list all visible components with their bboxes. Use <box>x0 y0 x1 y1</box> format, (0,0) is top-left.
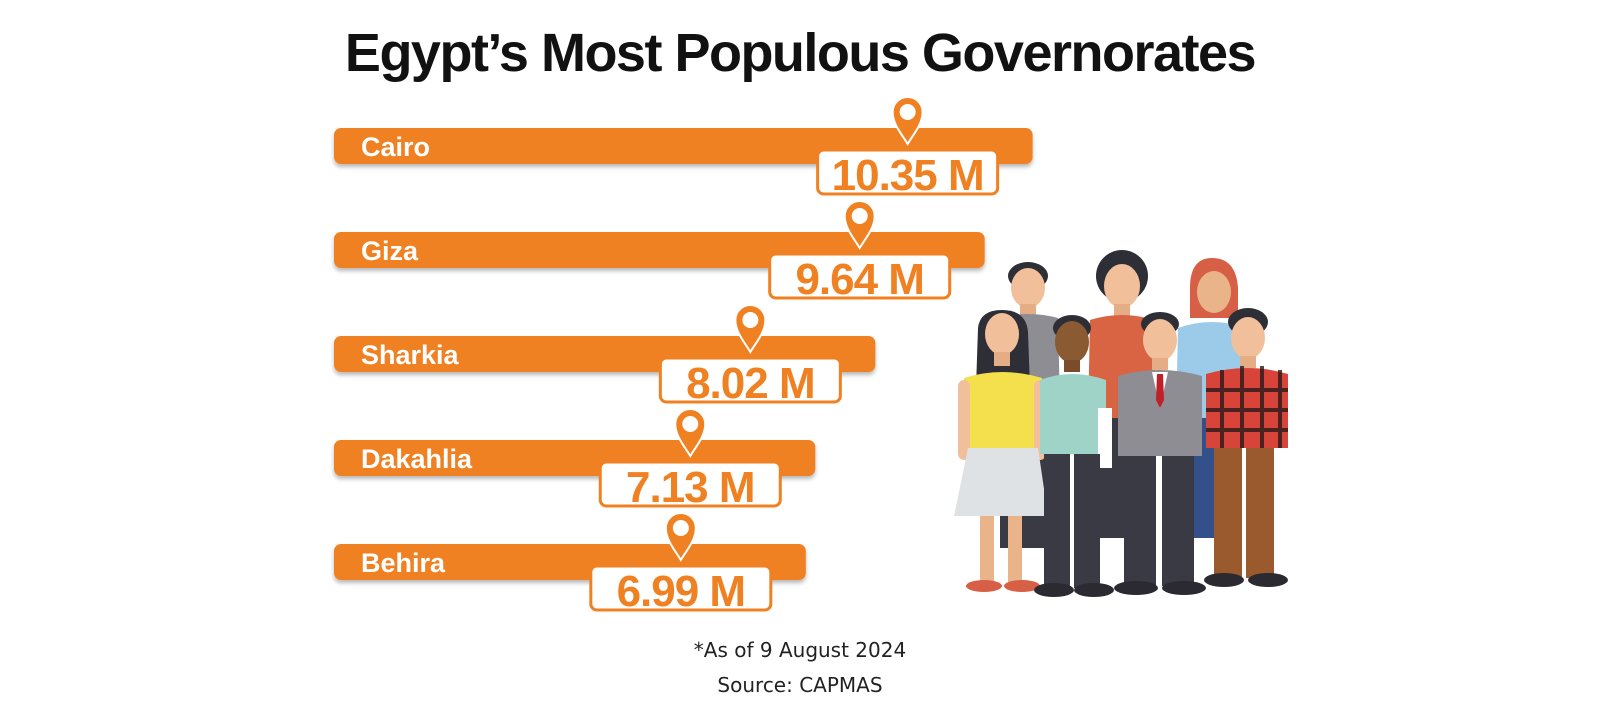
category-label: Dakahlia <box>361 444 473 474</box>
value-label: 6.99 M <box>617 567 746 616</box>
bar-group: Cairo 10.35 M <box>334 96 1033 200</box>
value-badge <box>816 148 1000 196</box>
category-label: Giza <box>361 236 419 266</box>
location-pin-icon <box>843 200 876 250</box>
value-badge <box>598 460 782 508</box>
bar-group: Dakahlia 7.13 M <box>334 408 816 512</box>
location-pin-icon <box>664 512 697 562</box>
bar-group: Behira 6.99 M <box>334 512 806 616</box>
date-note: *As of 9 August 2024 <box>693 638 907 662</box>
category-label: Sharkia <box>361 340 460 370</box>
value-badge <box>658 356 842 404</box>
category-label: Behira <box>361 548 446 578</box>
category-label: Cairo <box>361 132 430 162</box>
source-note: Source: CAPMAS <box>717 673 883 697</box>
value-badge <box>768 252 952 300</box>
value-label: 9.64 M <box>795 255 924 304</box>
chart-title: Egypt’s Most Populous Governorates <box>344 23 1257 83</box>
location-pin-icon <box>891 96 924 146</box>
value-label: 10.35 M <box>832 151 984 200</box>
value-label: 7.13 M <box>626 463 755 512</box>
bar-group: Giza 9.64 M <box>334 200 985 304</box>
value-badge <box>589 564 773 612</box>
bar-group: Sharkia 8.02 M <box>334 304 876 408</box>
value-label: 8.02 M <box>686 359 815 408</box>
location-pin-icon <box>674 408 707 458</box>
group-of-people-icon <box>954 250 1288 597</box>
location-pin-icon <box>734 304 767 354</box>
